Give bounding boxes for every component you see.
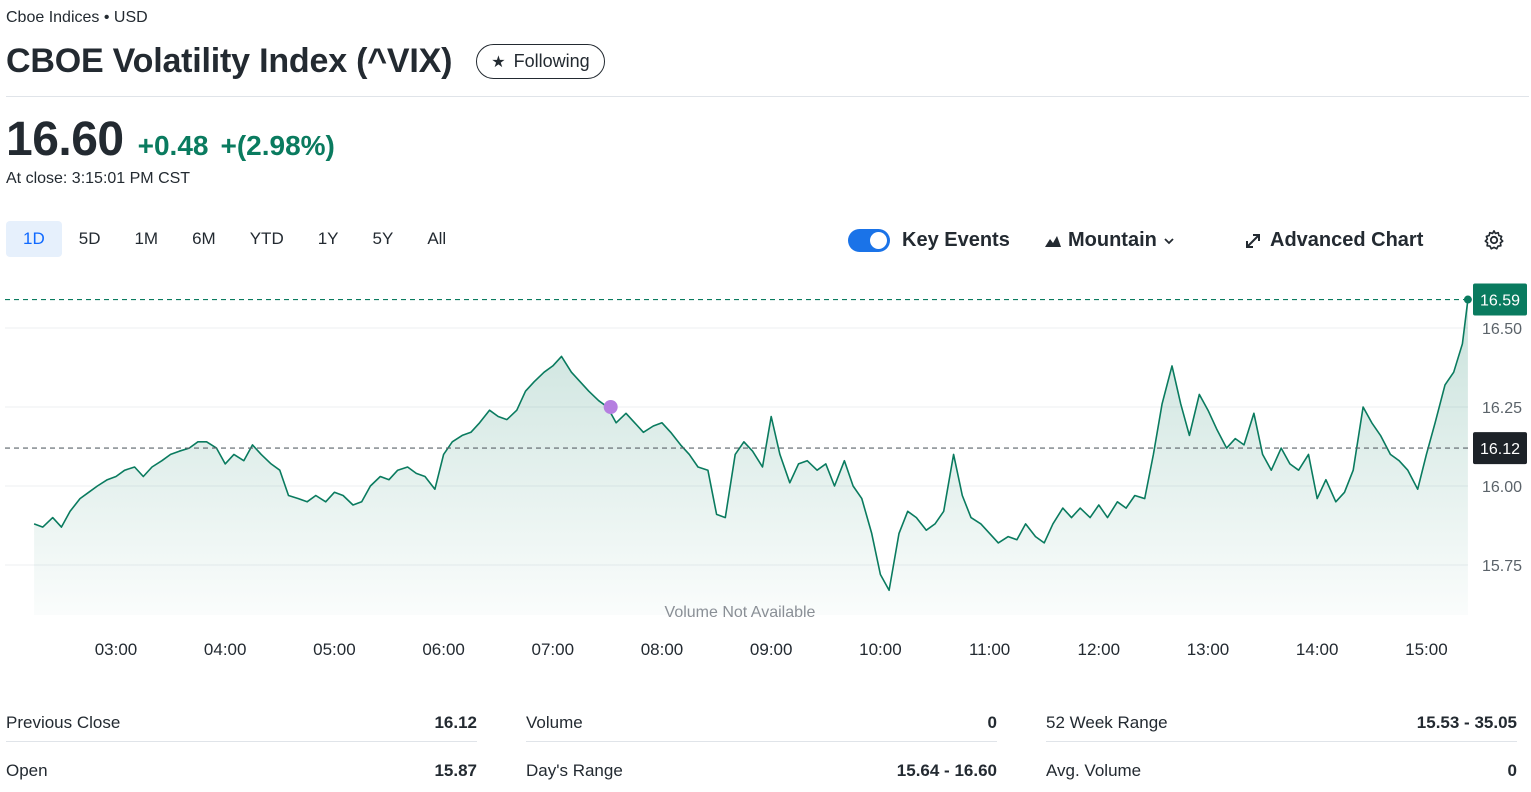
axis-labels: 16.50 16.25 16.00 15.75 03:00 04:00 05:00 06:00… bbox=[95, 321, 1522, 659]
following-button[interactable]: ★ Following bbox=[476, 44, 605, 79]
x-tick-label: 08:00 bbox=[641, 640, 684, 659]
stat-value: 15.64 - 16.60 bbox=[896, 761, 997, 780]
quote-row: 16.60 +0.48 +(2.98%) bbox=[6, 112, 335, 167]
price-line bbox=[33, 299, 1469, 592]
range-tab-all[interactable]: All bbox=[427, 229, 447, 248]
y-tick-label: 15.75 bbox=[1482, 558, 1522, 575]
stat-label: Previous Close bbox=[6, 712, 121, 732]
reference-lines: 16.59 16.12 bbox=[5, 283, 1527, 465]
expand-icon bbox=[1246, 233, 1260, 248]
stat-open: Open 15.87 bbox=[6, 752, 477, 790]
price-change: +0.48 bbox=[137, 130, 209, 161]
close-time: At close: 3:15:01 PM CST bbox=[6, 170, 191, 187]
x-tick-label: 06:00 bbox=[422, 640, 465, 659]
x-tick-label: 15:00 bbox=[1405, 640, 1448, 659]
stat-label: Day's Range bbox=[526, 761, 623, 780]
y-tick-label: 16.00 bbox=[1482, 479, 1522, 496]
x-tick-label: 07:00 bbox=[532, 640, 575, 659]
previous-close-tag bbox=[1473, 432, 1527, 465]
stat-label: Avg. Volume bbox=[1046, 761, 1142, 780]
exchange-label: Cboe Indices • USD bbox=[6, 9, 148, 26]
gear-icon[interactable] bbox=[1483, 229, 1505, 251]
range-tab-ytd[interactable]: YTD bbox=[249, 229, 284, 248]
mountain-icon bbox=[1045, 235, 1061, 247]
x-tick-label: 04:00 bbox=[204, 640, 247, 659]
stat-label: Volume bbox=[526, 712, 583, 732]
range-tab-5y[interactable]: 5Y bbox=[372, 229, 394, 248]
current-price-dot bbox=[1463, 295, 1472, 304]
advanced-chart-label: Advanced Chart bbox=[1270, 229, 1424, 251]
range-tab-6m[interactable]: 6M bbox=[192, 229, 216, 248]
x-tick-label: 03:00 bbox=[95, 640, 138, 659]
chevron-down-icon bbox=[1164, 237, 1174, 244]
title-row: CBOE Volatility Index (^VIX) ★ Following bbox=[6, 42, 605, 81]
stat-avg-volume: Avg. Volume 0 bbox=[1046, 752, 1517, 790]
stat-previous-close: Previous Close 16.12 bbox=[6, 704, 477, 742]
current-price-tag bbox=[1473, 283, 1527, 316]
stat-52-week-range: 52 Week Range 15.53 - 35.05 bbox=[1046, 704, 1517, 742]
price: 16.60 bbox=[6, 113, 124, 166]
previous-close-label: 16.12 bbox=[1480, 441, 1520, 458]
y-tick-label: 16.25 bbox=[1482, 400, 1522, 417]
x-tick-label: 13:00 bbox=[1187, 640, 1230, 659]
area-layer bbox=[33, 299, 1469, 615]
price-area bbox=[34, 299, 1468, 615]
x-tick-label: 11:00 bbox=[969, 640, 1010, 659]
stat-value: 0 bbox=[987, 712, 997, 732]
key-events-toggle[interactable] bbox=[848, 229, 890, 252]
stat-days-range: Day's Range 15.64 - 16.60 bbox=[526, 752, 997, 790]
stat-value: 15.53 - 35.05 bbox=[1416, 712, 1517, 732]
range-tab-1m[interactable]: 1M bbox=[134, 229, 159, 248]
stat-value: 16.12 bbox=[434, 712, 477, 732]
stat-volume: Volume 0 bbox=[526, 704, 997, 742]
price-chart[interactable]: 16.59 16.12 16.50 16.25 16.00 15.75 03:00 04:0… bbox=[0, 270, 1531, 670]
stat-label: Open bbox=[6, 761, 48, 780]
stat-label: 52 Week Range bbox=[1046, 712, 1168, 732]
chart-type-label: Mountain bbox=[1068, 229, 1157, 251]
stat-value: 0 bbox=[1507, 761, 1517, 780]
range-tab-1d[interactable]: 1D bbox=[6, 221, 62, 257]
x-tick-label: 05:00 bbox=[313, 640, 356, 659]
range-tab-1y[interactable]: 1Y bbox=[317, 229, 339, 248]
toggle-knob bbox=[870, 232, 887, 249]
price-change-percent: +(2.98%) bbox=[220, 130, 335, 161]
range-tab-5d[interactable]: 5D bbox=[78, 229, 101, 248]
star-icon: ★ bbox=[491, 53, 506, 71]
following-label: Following bbox=[513, 51, 590, 71]
current-price-label: 16.59 bbox=[1480, 293, 1520, 310]
x-tick-label: 12:00 bbox=[1078, 640, 1121, 659]
y-tick-label: 16.50 bbox=[1482, 321, 1522, 338]
header-divider bbox=[6, 96, 1529, 97]
stat-value: 15.87 bbox=[434, 761, 477, 780]
key-events-label: Key Events bbox=[902, 229, 1010, 251]
range-tabs: 1D 5D 1M 6M YTD 1Y 5Y All bbox=[6, 221, 463, 257]
key-event-marker[interactable] bbox=[603, 400, 618, 414]
page-title: CBOE Volatility Index (^VIX) bbox=[6, 42, 453, 80]
x-tick-label: 14:00 bbox=[1296, 640, 1339, 659]
advanced-chart-button[interactable]: Advanced Chart bbox=[1244, 229, 1423, 252]
x-tick-label: 10:00 bbox=[859, 640, 902, 659]
x-tick-label: 09:00 bbox=[750, 640, 793, 659]
chart-type-dropdown[interactable]: Mountain bbox=[1044, 229, 1175, 252]
volume-note: Volume Not Available bbox=[665, 604, 816, 621]
